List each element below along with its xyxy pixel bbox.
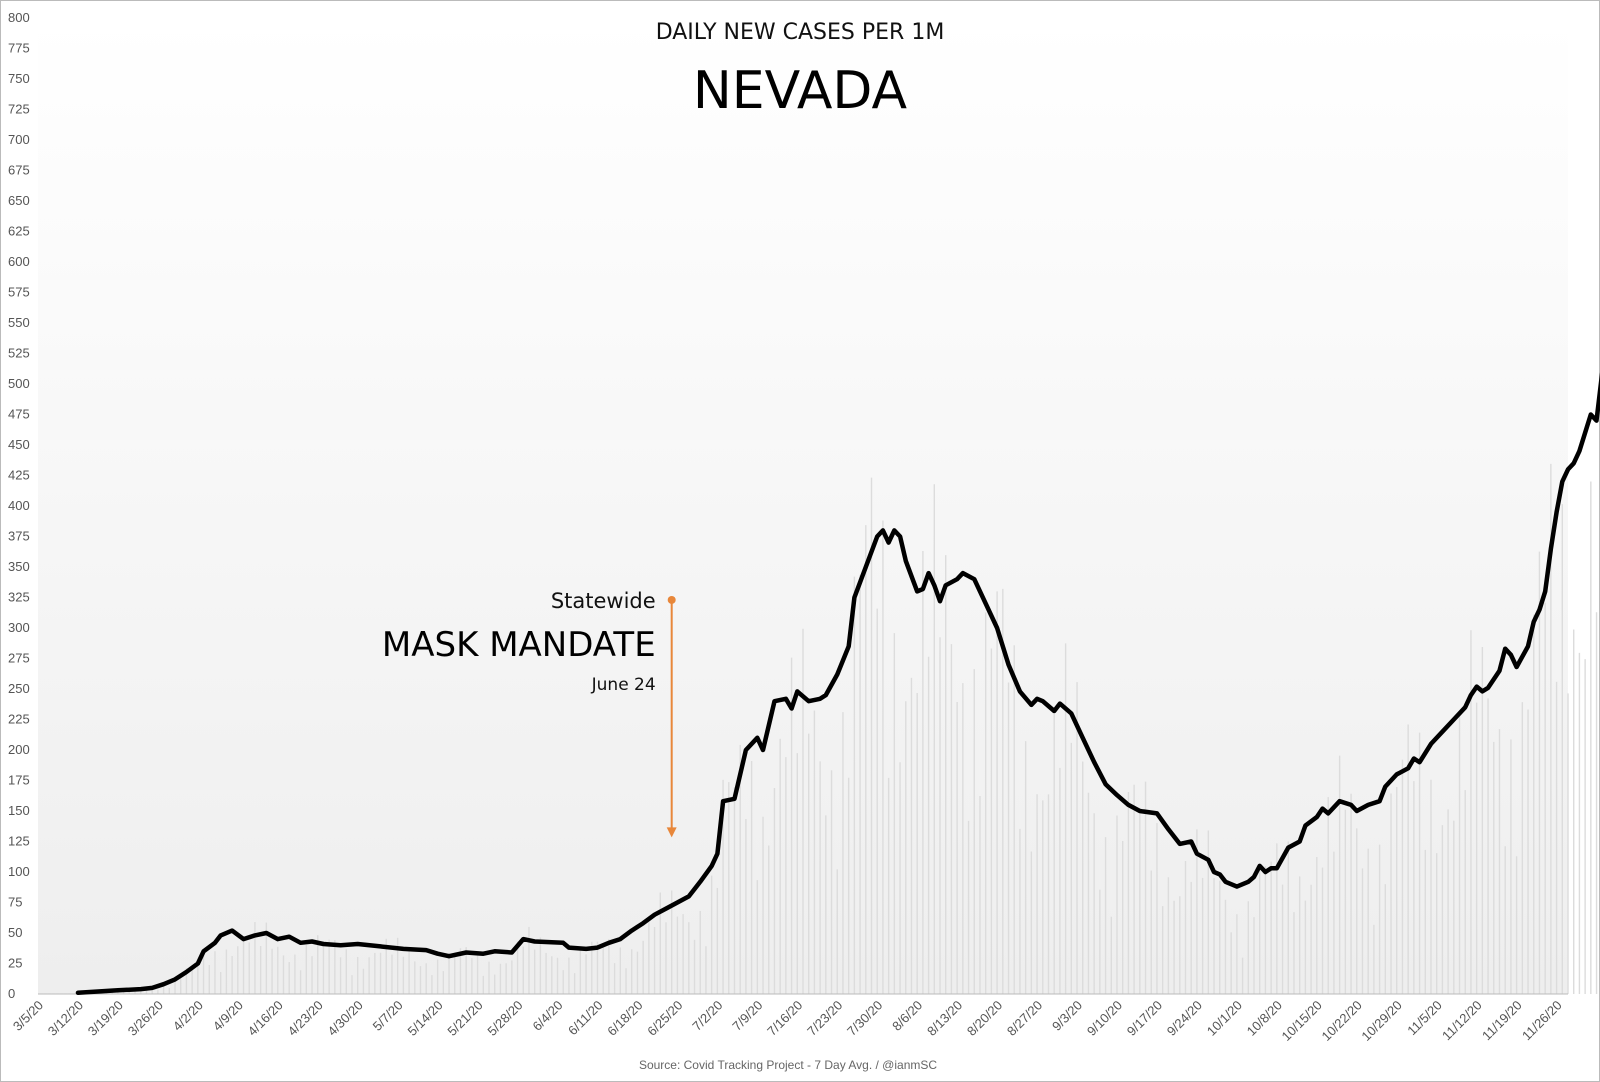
y-tick-label: 475 [8, 407, 30, 422]
y-tick-label: 400 [8, 498, 30, 513]
y-tick-label: 250 [8, 681, 30, 696]
y-tick-label: 75 [8, 895, 22, 910]
y-tick-label: 625 [8, 224, 30, 239]
annotation-label-date: June 24 [591, 675, 656, 695]
y-tick-label: 725 [8, 102, 30, 117]
y-tick-label: 425 [8, 468, 30, 483]
y-tick-label: 500 [8, 376, 30, 391]
annotation-label-mask-mandate: MASK MANDATE [382, 625, 656, 665]
y-tick-label: 775 [8, 41, 30, 56]
annotation-label-statewide: Statewide [551, 589, 656, 613]
annotation-dot [667, 595, 676, 604]
y-tick-label: 600 [8, 254, 30, 269]
y-tick-label: 0 [8, 986, 15, 1001]
chart-subtitle: DAILY NEW CASES PER 1M [656, 20, 945, 45]
y-tick-label: 375 [8, 529, 30, 544]
y-tick-label: 325 [8, 590, 30, 605]
y-tick-label: 100 [8, 864, 30, 879]
y-axis-ticks: 0 25 50 75 100 125 150 175 200 225 250 275 300 325 350… [8, 10, 30, 1001]
y-tick-label: 225 [8, 712, 30, 727]
y-tick-label: 650 [8, 193, 30, 208]
chart-title: NEVADA [693, 61, 908, 121]
line-series [75, 372, 1600, 996]
seven-day-average-line [75, 372, 1600, 996]
y-tick-label: 50 [8, 925, 22, 940]
mask-mandate-annotation: Statewide MASK MANDATE June 24 [382, 589, 677, 838]
y-tick-label: 275 [8, 651, 30, 666]
y-tick-label: 150 [8, 803, 30, 818]
y-tick-label: 125 [8, 834, 30, 849]
y-tick-label: 350 [8, 559, 30, 574]
y-tick-label: 525 [8, 346, 30, 361]
y-tick-label: 750 [8, 71, 30, 86]
y-tick-label: 675 [8, 163, 30, 178]
daily-bars [82, 463, 1598, 994]
y-tick-label: 300 [8, 620, 30, 635]
source-note: Source: Covid Tracking Project - 7 Day A… [639, 1058, 937, 1072]
y-tick-label: 800 [8, 10, 30, 25]
y-tick-label: 25 [8, 956, 22, 971]
y-tick-label: 700 [8, 132, 30, 147]
y-tick-label: 175 [8, 773, 30, 788]
y-tick-label: 450 [8, 437, 30, 452]
y-tick-label: 575 [8, 285, 30, 300]
y-tick-label: 200 [8, 742, 30, 757]
y-tick-label: 550 [8, 315, 30, 330]
annotation-arrowhead [666, 827, 677, 838]
